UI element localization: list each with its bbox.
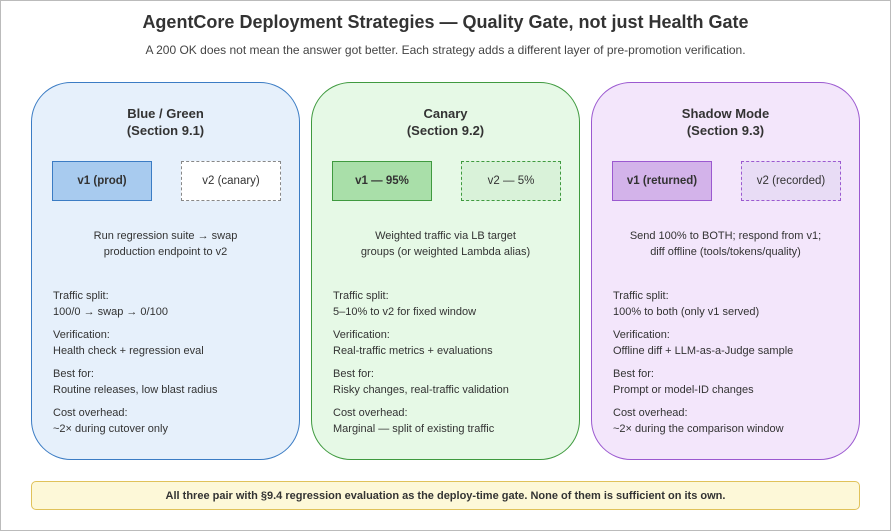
- card-title: Canary (Section 9.2): [312, 105, 579, 139]
- detail-group: Traffic split: 100/0 → swap → 0/100: [53, 288, 217, 320]
- detail-label: Verification:: [53, 329, 110, 341]
- detail-group: Verification: Health check + regression e…: [53, 327, 217, 359]
- detail-group: Best for: Prompt or model-ID changes: [613, 366, 793, 398]
- diagram-subtitle: A 200 OK does not mean the answer got be…: [145, 43, 746, 57]
- detail-group: Cost overhead: ~2× during cutover only: [53, 405, 217, 437]
- detail-label: Cost overhead:: [53, 407, 128, 419]
- description-line: diff offline (tools/tokens/quality): [650, 246, 801, 258]
- detail-value: 100% to both (only v1 served): [613, 306, 760, 318]
- detail-value: Offline diff + LLM-as-a-Judge sample: [613, 345, 794, 357]
- detail-group: Cost overhead: Marginal — split of existi…: [333, 405, 509, 437]
- card-title-text: Canary: [423, 106, 468, 121]
- diagram-title: AgentCore Deployment Strategies — Qualit…: [142, 12, 749, 32]
- detail-label: Traffic split:: [53, 290, 109, 302]
- version-box-primary: v1 (returned): [612, 161, 712, 201]
- description-line: production endpoint to v2: [103, 246, 228, 258]
- detail-label: Best for:: [53, 368, 94, 380]
- detail-label: Best for:: [333, 368, 374, 380]
- detail-group: Cost overhead: ~2× during the comparison …: [613, 405, 793, 437]
- detail-value: Risky changes, real-traffic validation: [333, 384, 509, 396]
- detail-label: Cost overhead:: [613, 407, 688, 419]
- detail-value: ~2× during the comparison window: [613, 423, 784, 435]
- card-section: (Section 9.3): [686, 123, 765, 138]
- card-canary: Canary (Section 9.2) v1 — 95% v2 — 5% Wei…: [311, 82, 580, 460]
- card-section: (Section 9.2): [406, 123, 485, 138]
- card-description: Run regression suite → swap production en…: [32, 228, 299, 260]
- detail-value: Real-traffic metrics + evaluations: [333, 345, 493, 357]
- description-line: groups (or weighted Lambda alias): [360, 246, 531, 258]
- description-line: Send 100% to BOTH; respond from v1;: [629, 230, 822, 242]
- description-line: Run regression suite → swap: [93, 230, 238, 242]
- detail-value: Health check + regression eval: [53, 345, 204, 357]
- card-details: Traffic split: 100/0 → swap → 0/100 Verifi…: [53, 288, 217, 444]
- card-shadow-mode: Shadow Mode (Section 9.3) v1 (returned) v…: [591, 82, 860, 460]
- detail-group: Verification: Offline diff + LLM-as-a-Jud…: [613, 327, 793, 359]
- detail-group: Traffic split: 5–10% to v2 for fixed wind…: [333, 288, 509, 320]
- card-description: Send 100% to BOTH; respond from v1; diff …: [592, 228, 859, 260]
- card-title-text: Blue / Green: [127, 106, 204, 121]
- card-title: Blue / Green (Section 9.1): [32, 105, 299, 139]
- card-section: (Section 9.1): [126, 123, 205, 138]
- detail-value: 100/0 → swap → 0/100: [53, 306, 168, 318]
- detail-value: ~2× during cutover only: [53, 423, 168, 435]
- detail-value: Prompt or model-ID changes: [613, 384, 754, 396]
- detail-label: Traffic split:: [613, 290, 669, 302]
- detail-label: Best for:: [613, 368, 654, 380]
- description-line: Weighted traffic via LB target: [375, 230, 516, 242]
- detail-group: Best for: Risky changes, real-traffic val…: [333, 366, 509, 398]
- card-title: Shadow Mode (Section 9.3): [592, 105, 859, 139]
- detail-value: Routine releases, low blast radius: [53, 384, 218, 396]
- version-box-primary: v1 (prod): [52, 161, 152, 201]
- detail-group: Traffic split: 100% to both (only v1 serv…: [613, 288, 793, 320]
- card-details: Traffic split: 100% to both (only v1 serv…: [613, 288, 793, 444]
- version-box-secondary: v2 (recorded): [741, 161, 841, 201]
- detail-group: Best for: Routine releases, low blast rad…: [53, 366, 217, 398]
- detail-label: Cost overhead:: [333, 407, 408, 419]
- detail-value: 5–10% to v2 for fixed window: [333, 306, 477, 318]
- version-box-secondary: v2 (canary): [181, 161, 281, 201]
- version-box-secondary: v2 — 5%: [461, 161, 561, 201]
- card-title-text: Shadow Mode: [681, 106, 770, 121]
- detail-group: Verification: Real-traffic metrics + eval…: [333, 327, 509, 359]
- version-box-primary: v1 — 95%: [332, 161, 432, 201]
- card-blue-green: Blue / Green (Section 9.1) v1 (prod) v2 (…: [31, 82, 300, 460]
- detail-label: Traffic split:: [333, 290, 389, 302]
- detail-value: Marginal — split of existing traffic: [333, 423, 495, 435]
- detail-label: Verification:: [613, 329, 670, 341]
- card-description: Weighted traffic via LB target groups (or…: [312, 228, 579, 260]
- detail-label: Verification:: [333, 329, 390, 341]
- card-details: Traffic split: 5–10% to v2 for fixed wind…: [333, 288, 509, 444]
- footer-note: All three pair with §9.4 regression eval…: [31, 481, 860, 510]
